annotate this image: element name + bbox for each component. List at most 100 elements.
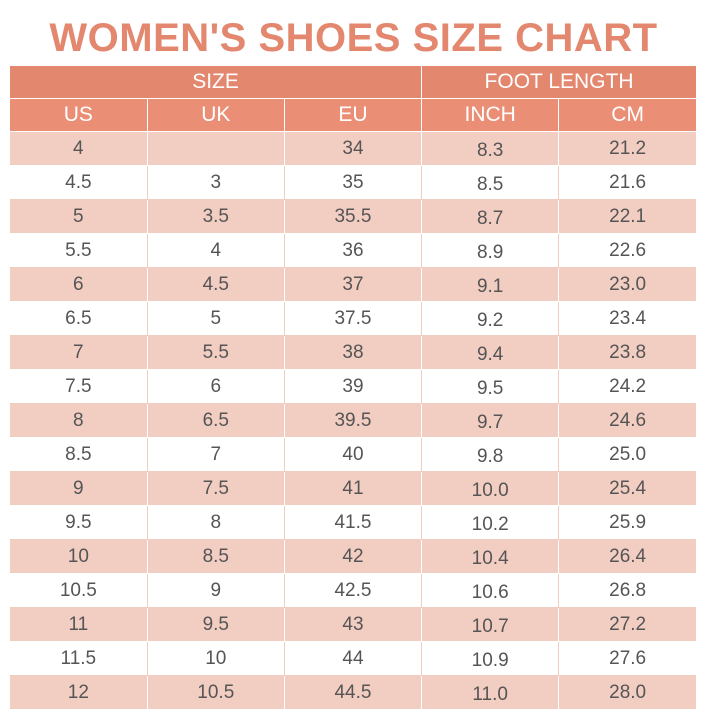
inch-cell: 11.0 <box>421 675 560 710</box>
eu-cell: 39.5 <box>284 403 423 438</box>
table-row: 6 4.5 37 9.1 23.0 <box>10 267 696 302</box>
eu-cell: 44 <box>284 641 423 676</box>
eu-cell: 36 <box>284 233 423 268</box>
uk-cell: 4 <box>147 233 285 268</box>
inch-column-header: INCH <box>421 98 560 132</box>
table-row: 10 8.5 42 10.4 26.4 <box>10 539 696 574</box>
size-group-header: SIZE <box>10 66 423 99</box>
uk-cell: 9 <box>147 573 285 608</box>
table-row: 10.5 9 42.5 10.6 26.8 <box>10 573 696 608</box>
table-row: 5 3.5 35.5 8.7 22.1 <box>10 199 696 234</box>
uk-cell: 10.5 <box>147 675 285 710</box>
cm-cell: 24.2 <box>558 369 696 404</box>
uk-cell: 3 <box>147 165 285 200</box>
table-row: 6.5 5 37.5 9.2 23.4 <box>10 301 696 336</box>
eu-cell: 37.5 <box>284 301 423 336</box>
cm-cell: 21.6 <box>558 165 696 200</box>
inch-cell: 8.7 <box>421 199 560 234</box>
uk-cell: 5 <box>147 301 285 336</box>
size-chart-page: WOMEN'S SHOES SIZE CHART SIZE FOOT LENGT… <box>10 16 696 710</box>
inch-cell: 8.5 <box>421 165 560 200</box>
size-chart-body: 4 34 8.3 21.2 4.5 3 35 8.5 21.6 5 3.5 35.5 8.7 22.1 5.… <box>10 131 696 710</box>
us-cell: 8 <box>10 403 148 438</box>
us-cell: 11.5 <box>10 641 148 676</box>
eu-cell: 42.5 <box>284 573 423 608</box>
us-cell: 9 <box>10 471 148 506</box>
eu-cell: 38 <box>284 335 423 370</box>
uk-cell: 4.5 <box>147 267 285 302</box>
cm-cell: 26.4 <box>558 539 696 574</box>
us-cell: 5 <box>10 199 148 234</box>
column-header-row: US UK EU INCH CM <box>10 98 696 132</box>
eu-cell: 41.5 <box>284 505 423 540</box>
eu-cell: 39 <box>284 369 423 404</box>
inch-cell: 9.7 <box>421 403 560 438</box>
eu-cell: 40 <box>284 437 423 472</box>
eu-cell: 34 <box>284 131 423 166</box>
us-cell: 4 <box>10 131 148 166</box>
table-row: 9 7.5 41 10.0 25.4 <box>10 471 696 506</box>
table-row: 12 10.5 44.5 11.0 28.0 <box>10 675 696 710</box>
eu-cell: 43 <box>284 607 423 642</box>
inch-cell: 10.7 <box>421 607 560 642</box>
uk-cell: 7.5 <box>147 471 285 506</box>
us-cell: 8.5 <box>10 437 148 472</box>
table-row: 7 5.5 38 9.4 23.8 <box>10 335 696 370</box>
us-column-header: US <box>10 98 148 132</box>
cm-cell: 26.8 <box>558 573 696 608</box>
table-row: 4.5 3 35 8.5 21.6 <box>10 165 696 200</box>
inch-cell: 9.2 <box>421 301 560 336</box>
inch-cell: 9.1 <box>421 267 560 302</box>
inch-cell: 10.6 <box>421 573 560 608</box>
uk-cell: 7 <box>147 437 285 472</box>
uk-cell: 3.5 <box>147 199 285 234</box>
uk-cell: 6 <box>147 369 285 404</box>
table-row: 11.5 10 44 10.9 27.6 <box>10 641 696 676</box>
cm-cell: 21.2 <box>558 131 696 166</box>
uk-cell: 9.5 <box>147 607 285 642</box>
uk-cell: 5.5 <box>147 335 285 370</box>
cm-cell: 27.2 <box>558 607 696 642</box>
us-cell: 10.5 <box>10 573 148 608</box>
inch-cell: 9.5 <box>421 369 560 404</box>
chart-title: WOMEN'S SHOES SIZE CHART <box>49 16 658 60</box>
us-cell: 6 <box>10 267 148 302</box>
table-row: 5.5 4 36 8.9 22.6 <box>10 233 696 268</box>
cm-cell: 22.1 <box>558 199 696 234</box>
uk-cell: 8 <box>147 505 285 540</box>
cm-cell: 24.6 <box>558 403 696 438</box>
table-row: 11 9.5 43 10.7 27.2 <box>10 607 696 642</box>
inch-cell: 8.3 <box>421 131 560 166</box>
cm-cell: 23.4 <box>558 301 696 336</box>
uk-column-header: UK <box>147 98 285 132</box>
inch-cell: 10.2 <box>421 505 560 540</box>
eu-cell: 37 <box>284 267 423 302</box>
cm-cell: 28.0 <box>558 675 696 710</box>
cm-cell: 25.4 <box>558 471 696 506</box>
us-cell: 6.5 <box>10 301 148 336</box>
cm-cell: 23.0 <box>558 267 696 302</box>
uk-cell: 8.5 <box>147 539 285 574</box>
uk-cell: 6.5 <box>147 403 285 438</box>
us-cell: 7 <box>10 335 148 370</box>
us-cell: 11 <box>10 607 148 642</box>
us-cell: 7.5 <box>10 369 148 404</box>
eu-cell: 35 <box>284 165 423 200</box>
eu-cell: 35.5 <box>284 199 423 234</box>
us-cell: 4.5 <box>10 165 148 200</box>
cm-column-header: CM <box>558 98 696 132</box>
eu-cell: 41 <box>284 471 423 506</box>
us-cell: 10 <box>10 539 148 574</box>
inch-cell: 9.8 <box>421 437 560 472</box>
us-cell: 9.5 <box>10 505 148 540</box>
inch-cell: 10.9 <box>421 641 560 676</box>
table-row: 4 34 8.3 21.2 <box>10 131 696 166</box>
eu-cell: 44.5 <box>284 675 423 710</box>
cm-cell: 27.6 <box>558 641 696 676</box>
cm-cell: 23.8 <box>558 335 696 370</box>
size-chart-table: SIZE FOOT LENGTH US UK EU INCH CM 4 34 8.3… <box>10 66 696 710</box>
inch-cell: 10.4 <box>421 539 560 574</box>
us-cell: 5.5 <box>10 233 148 268</box>
foot-length-group-header: FOOT LENGTH <box>421 66 696 99</box>
inch-cell: 10.0 <box>421 471 560 506</box>
